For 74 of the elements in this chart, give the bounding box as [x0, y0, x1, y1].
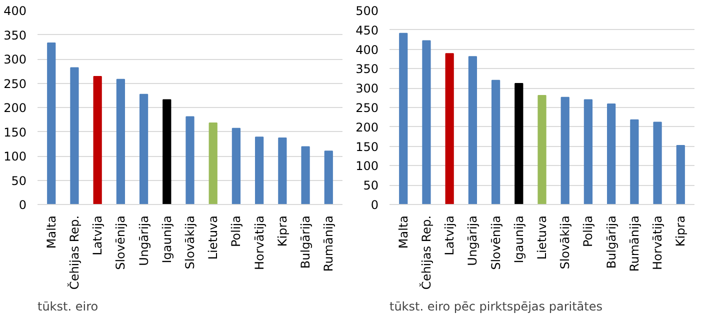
bar	[208, 122, 218, 204]
y-tick-label: 100	[356, 159, 378, 174]
x-tick-label: Igaunija	[512, 215, 526, 264]
x-tick-label: Latvija	[442, 215, 457, 256]
x-tick-label: Čehijas Rep.	[418, 215, 434, 290]
x-tick-label: Horvātija	[650, 215, 665, 270]
x-tick-label: Bulgārija	[298, 215, 313, 269]
bar	[468, 56, 477, 204]
x-tick-label: Polija	[581, 215, 596, 248]
bar	[47, 42, 56, 204]
bar	[255, 136, 264, 204]
y-tick-label: 300	[356, 82, 378, 96]
bar	[162, 99, 172, 204]
y-tick-label: 450	[356, 23, 378, 38]
bar	[560, 96, 570, 204]
bar	[116, 78, 125, 204]
y-tick-label: 200	[356, 120, 378, 134]
bar	[232, 128, 241, 204]
x-tick-label: Slovākija	[558, 216, 572, 270]
x-tick-label: Igaunija	[160, 215, 174, 264]
bar	[324, 150, 333, 204]
y-tick-label: 250	[4, 76, 26, 91]
x-tick-label: Malta	[44, 215, 58, 249]
bar	[399, 32, 408, 204]
x-tick-label: Rumānija	[627, 215, 642, 272]
y-tick-label: 250	[356, 101, 378, 115]
y-tick-label: 300	[4, 52, 26, 66]
x-tick-label: Kipra	[674, 216, 688, 247]
x-tick-label: Horvātija	[252, 215, 266, 270]
bar	[301, 146, 310, 204]
y-tick-label: 400	[4, 4, 26, 18]
bar	[538, 94, 546, 204]
x-tick-label: Slovēnija	[114, 216, 128, 270]
bar	[70, 67, 79, 204]
y-tick-label: 0	[370, 198, 379, 212]
y-tick-label: 50	[363, 178, 379, 193]
y-tick-label: 350	[4, 28, 26, 42]
bar	[278, 138, 287, 204]
bar	[653, 122, 662, 204]
text: tūkst. eiro pēc pirktspējas paritātes	[390, 300, 602, 314]
bar	[139, 94, 148, 204]
y-tick-label: 200	[4, 101, 26, 115]
bar	[607, 104, 616, 204]
x-tick-label: Malta	[396, 215, 410, 249]
y-tick-label: 150	[356, 140, 378, 154]
x-tick-label: Ungārija	[466, 215, 480, 266]
x-tick-label: Slovākija	[183, 216, 197, 270]
bar	[445, 53, 454, 204]
y-tick-label: 50	[11, 174, 27, 188]
bar	[422, 40, 431, 204]
x-tick-label: Čehijas Rep.	[66, 215, 82, 290]
x-tick-label: Kipra	[275, 216, 290, 247]
bar	[514, 82, 524, 204]
x-tick-label: Bulgārija	[604, 215, 618, 269]
x-tick-label: Latvija	[90, 215, 105, 256]
text: tūkst. eiro	[38, 300, 98, 314]
bar	[491, 80, 500, 204]
y-tick-label: 500	[356, 4, 378, 18]
bar	[676, 145, 685, 204]
y-tick-label: 400	[356, 42, 378, 57]
x-tick-label: Ungārija	[136, 215, 151, 266]
x-tick-label: Lietuva	[535, 215, 549, 260]
bar	[186, 116, 194, 204]
bar	[630, 119, 639, 204]
y-tick-label: 0	[18, 198, 27, 212]
x-tick-label: Polija	[229, 215, 244, 248]
y-tick-label: 350	[356, 62, 378, 76]
x-tick-label: Rumānija	[322, 215, 336, 272]
bar	[584, 99, 593, 204]
y-tick-label: 150	[4, 125, 26, 140]
bar	[93, 76, 102, 204]
x-tick-label: Lietuva	[206, 215, 220, 260]
y-tick-label: 100	[4, 150, 26, 164]
x-tick-label: Slovēnija	[488, 216, 503, 270]
